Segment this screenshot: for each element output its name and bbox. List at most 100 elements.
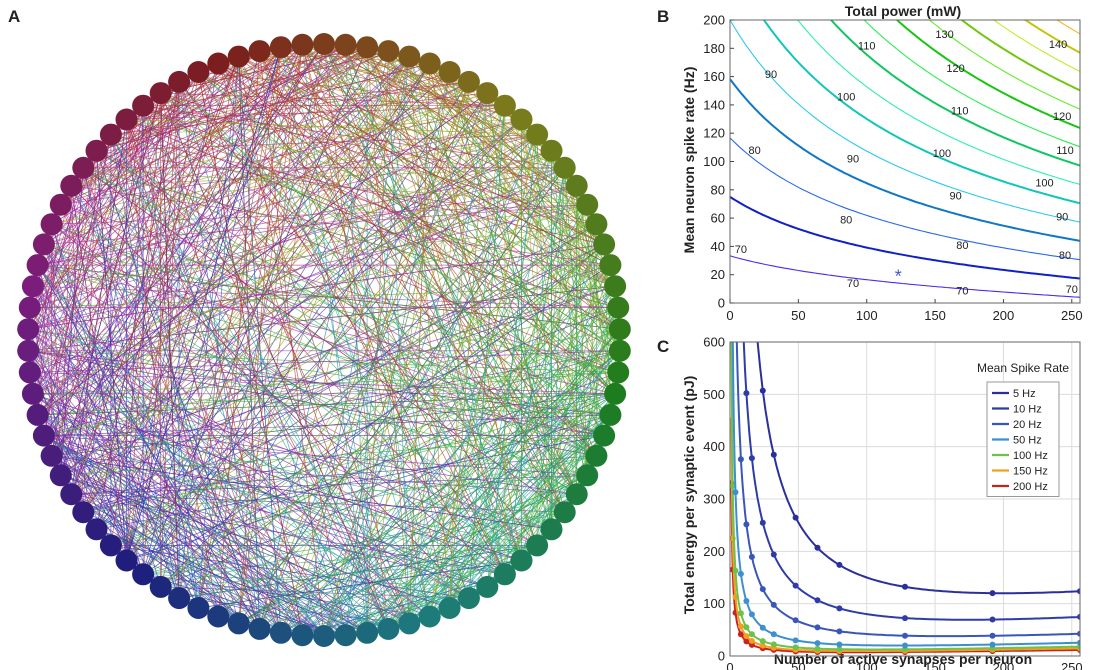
network-edge	[142, 105, 389, 630]
series-point	[737, 570, 744, 577]
network-edge	[198, 47, 282, 609]
network-edge	[37, 265, 84, 513]
network-edge	[259, 51, 325, 637]
network-edge	[238, 372, 619, 624]
contour-label: 90	[847, 154, 859, 166]
series-point	[902, 642, 908, 649]
network-edge	[218, 63, 522, 561]
contour-line	[730, 78, 1080, 242]
network-edge	[142, 264, 611, 575]
network-edge	[70, 185, 84, 513]
series-point	[748, 611, 755, 618]
network-edge	[83, 167, 588, 206]
series-point	[759, 586, 766, 593]
network-edge	[60, 50, 389, 206]
network-node	[207, 605, 230, 628]
network-edge	[178, 81, 538, 546]
network-edge	[449, 71, 588, 476]
network-node	[540, 139, 563, 162]
network-node	[291, 624, 314, 647]
network-edge	[142, 573, 346, 636]
contour-label: 70	[847, 278, 859, 290]
network-edge	[32, 393, 611, 416]
network-edge	[179, 545, 538, 599]
y-tick-label: 300	[703, 492, 725, 507]
network-edge	[29, 350, 620, 373]
contour-label: 100	[1035, 178, 1053, 190]
network-edge	[60, 71, 450, 206]
network-edge	[96, 435, 605, 530]
network-edge	[345, 285, 616, 636]
network-edge	[366, 47, 578, 495]
network-edge	[160, 307, 619, 588]
network-node	[49, 464, 72, 487]
network-edge	[126, 56, 410, 561]
network-edge	[218, 63, 611, 266]
network-edge	[27, 329, 144, 575]
network-edge	[70, 185, 127, 561]
legend-label: 200 Hz	[1013, 481, 1048, 493]
network-edge	[259, 50, 565, 513]
network-edge	[29, 185, 72, 373]
network-edge	[259, 50, 506, 575]
series-point	[989, 590, 996, 597]
series-point	[814, 597, 821, 604]
network-node	[493, 563, 516, 586]
network-edge	[323, 43, 616, 287]
network-edge	[71, 244, 605, 495]
network-edge	[345, 44, 605, 245]
network-node	[313, 625, 335, 647]
network-edge	[37, 134, 538, 266]
chart-b-title: Total power (mW)	[845, 3, 961, 19]
network-edge	[51, 455, 239, 624]
x-tick-label: 200	[993, 308, 1015, 323]
series-point	[792, 514, 799, 521]
legend-label: 10 Hz	[1013, 404, 1042, 416]
network-node	[438, 61, 461, 83]
network-edge	[323, 493, 577, 637]
series-point	[743, 390, 750, 397]
series-point	[1077, 630, 1080, 637]
network-node	[32, 233, 55, 256]
network-node	[457, 587, 480, 610]
network-edge	[198, 56, 240, 609]
network-edge	[83, 167, 597, 457]
network-edge	[60, 134, 538, 206]
network-edge	[504, 105, 621, 351]
network-edge	[126, 47, 282, 561]
network-edge	[409, 393, 616, 624]
y-tick-label: 160	[703, 69, 725, 84]
network-edge	[388, 435, 605, 630]
network-edge	[302, 44, 431, 617]
network-edge	[43, 244, 619, 373]
network-edge	[110, 350, 620, 546]
network-edge	[51, 43, 325, 456]
contour-label: 110	[1056, 145, 1074, 157]
network-node	[377, 617, 400, 640]
network-edge	[37, 264, 127, 561]
network-node	[26, 254, 49, 277]
legend-label: 50 Hz	[1013, 435, 1042, 447]
network-edge	[160, 44, 346, 94]
network-node	[585, 213, 608, 236]
series-point	[902, 615, 908, 622]
network-edge	[51, 223, 506, 575]
network-edge	[110, 92, 488, 135]
network-edge	[564, 167, 616, 394]
network-edge	[504, 105, 611, 266]
network-edge	[43, 307, 619, 436]
network-graph	[17, 33, 631, 647]
network-edge	[218, 63, 597, 457]
network-node	[540, 518, 563, 541]
network-edge	[83, 167, 619, 308]
network-node	[72, 501, 95, 524]
network-edge	[323, 43, 566, 513]
network-edge	[60, 285, 616, 476]
network-edge	[126, 81, 469, 120]
network-edge	[37, 92, 488, 416]
series-point	[737, 623, 744, 630]
contour-label: 120	[946, 63, 964, 75]
panel-letter-b: B	[657, 7, 669, 26]
series-line	[742, 342, 1080, 621]
series-point	[792, 617, 799, 624]
